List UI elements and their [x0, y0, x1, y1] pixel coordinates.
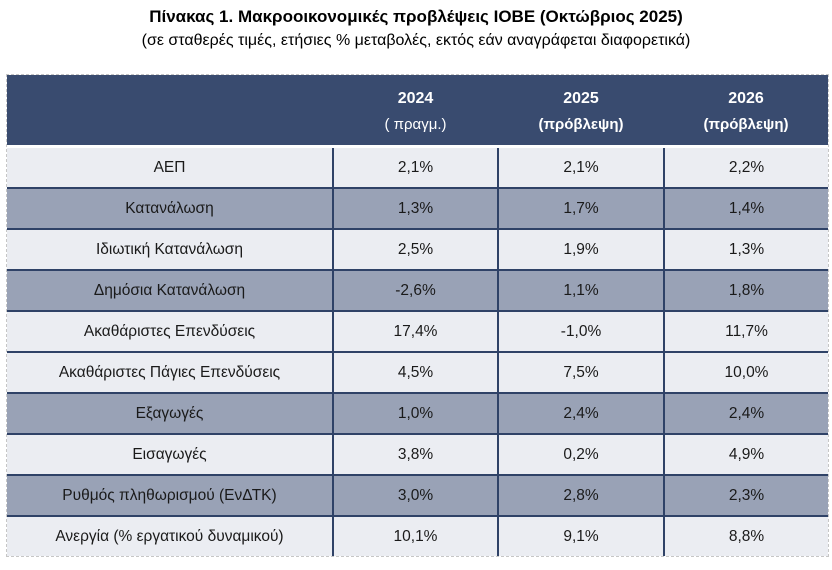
- cell-2024: 17,4%: [332, 310, 498, 352]
- cell-2024: 4,5%: [332, 351, 498, 393]
- cell-2026: 2,4%: [663, 392, 828, 434]
- row-label: Κατανάλωση: [7, 187, 333, 229]
- cell-2024: 2,5%: [332, 228, 498, 270]
- header-row: 2024 ( πραγμ.) 2025 (πρόβλεψη) 2026 (πρό…: [7, 75, 828, 147]
- header-col-2024: 2024 ( πραγμ.): [333, 75, 498, 147]
- header-sub-2025: (πρόβλεψη): [538, 115, 624, 133]
- cell-2024: 10,1%: [332, 515, 498, 556]
- row-label: Εξαγωγές: [7, 392, 333, 434]
- cell-2026: 4,9%: [663, 433, 828, 475]
- cell-2026: 2,2%: [663, 145, 828, 188]
- cell-2026: 1,4%: [663, 187, 828, 229]
- table-row-consumption: Κατανάλωση 1,3% 1,7% 1,4%: [7, 187, 828, 229]
- table-row-gross-fixed-investment: Ακαθάριστες Πάγιες Επενδύσεις 4,5% 7,5% …: [7, 351, 828, 393]
- header-spacer-cell: [7, 75, 333, 147]
- row-label: Ιδιωτική Κατανάλωση: [7, 228, 333, 270]
- row-label: Ρυθμός πληθωρισμού (ΕνΔΤΚ): [7, 474, 333, 516]
- cell-2026: 2,3%: [663, 474, 828, 516]
- cell-2025: -1,0%: [497, 310, 664, 352]
- cell-2024: -2,6%: [332, 269, 498, 311]
- table-subtitle: (σε σταθερές τιμές, ετήσιες % μεταβολές,…: [141, 32, 691, 49]
- cell-2025: 2,1%: [497, 145, 664, 188]
- cell-2025: 1,7%: [497, 187, 664, 229]
- cell-2025: 0,2%: [497, 433, 664, 475]
- row-label: Ακαθάριστες Πάγιες Επενδύσεις: [7, 351, 333, 393]
- cell-2025: 9,1%: [497, 515, 664, 556]
- header-col-2026: 2026 (πρόβλεψη): [664, 75, 828, 147]
- cell-2025: 2,4%: [497, 392, 664, 434]
- cell-2025: 7,5%: [497, 351, 664, 393]
- table-row-imports: Εισαγωγές 3,8% 0,2% 4,9%: [7, 433, 828, 475]
- table-row-unemployment: Ανεργία (% εργατικού δυναμικού) 10,1% 9,…: [7, 515, 828, 556]
- cell-2024: 1,3%: [332, 187, 498, 229]
- cell-2024: 2,1%: [332, 145, 498, 188]
- table-row-public-consumption: Δημόσια Κατανάλωση -2,6% 1,1% 1,8%: [7, 269, 828, 311]
- cell-2026: 1,3%: [663, 228, 828, 270]
- header-sub-2024: ( πραγμ.): [384, 115, 447, 133]
- table-title: Πίνακας 1. Μακροοικονομικές προβλέψεις Ι…: [149, 7, 683, 26]
- table-body: ΑΕΠ 2,1% 2,1% 2,2% Κατανάλωση 1,3% 1,7% …: [7, 145, 828, 556]
- header-sub-2026: (πρόβλεψη): [703, 115, 789, 133]
- cell-2026: 11,7%: [663, 310, 828, 352]
- cell-2025: 1,9%: [497, 228, 664, 270]
- cell-2024: 1,0%: [332, 392, 498, 434]
- cell-2025: 1,1%: [497, 269, 664, 311]
- table-row-exports: Εξαγωγές 1,0% 2,4% 2,4%: [7, 392, 828, 434]
- row-label: Ακαθάριστες Επενδύσεις: [7, 310, 333, 352]
- table-row-private-consumption: Ιδιωτική Κατανάλωση 2,5% 1,9% 1,3%: [7, 228, 828, 270]
- cell-2026: 10,0%: [663, 351, 828, 393]
- row-label: Δημόσια Κατανάλωση: [7, 269, 333, 311]
- cell-2026: 1,8%: [663, 269, 828, 311]
- header-year-2026: 2026: [728, 89, 764, 107]
- forecast-table: 2024 ( πραγμ.) 2025 (πρόβλεψη) 2026 (πρό…: [6, 74, 829, 557]
- table-row-gross-investment: Ακαθάριστες Επενδύσεις 17,4% -1,0% 11,7%: [7, 310, 828, 352]
- row-label: Ανεργία (% εργατικού δυναμικού): [7, 515, 333, 556]
- cell-2024: 3,8%: [332, 433, 498, 475]
- macro-forecast-grid: 2024 ( πραγμ.) 2025 (πρόβλεψη) 2026 (πρό…: [7, 75, 828, 556]
- table-row-gdp: ΑΕΠ 2,1% 2,1% 2,2%: [7, 145, 828, 188]
- cell-2024: 3,0%: [332, 474, 498, 516]
- header-year-2024: 2024: [397, 89, 434, 107]
- header-year-2025: 2025: [563, 89, 599, 107]
- header-col-2025: 2025 (πρόβλεψη): [498, 75, 664, 147]
- cell-2025: 2,8%: [497, 474, 664, 516]
- row-label: Εισαγωγές: [7, 433, 333, 475]
- row-label: ΑΕΠ: [7, 145, 333, 188]
- cell-2026: 8,8%: [663, 515, 828, 556]
- table-row-inflation: Ρυθμός πληθωρισμού (ΕνΔΤΚ) 3,0% 2,8% 2,3…: [7, 474, 828, 516]
